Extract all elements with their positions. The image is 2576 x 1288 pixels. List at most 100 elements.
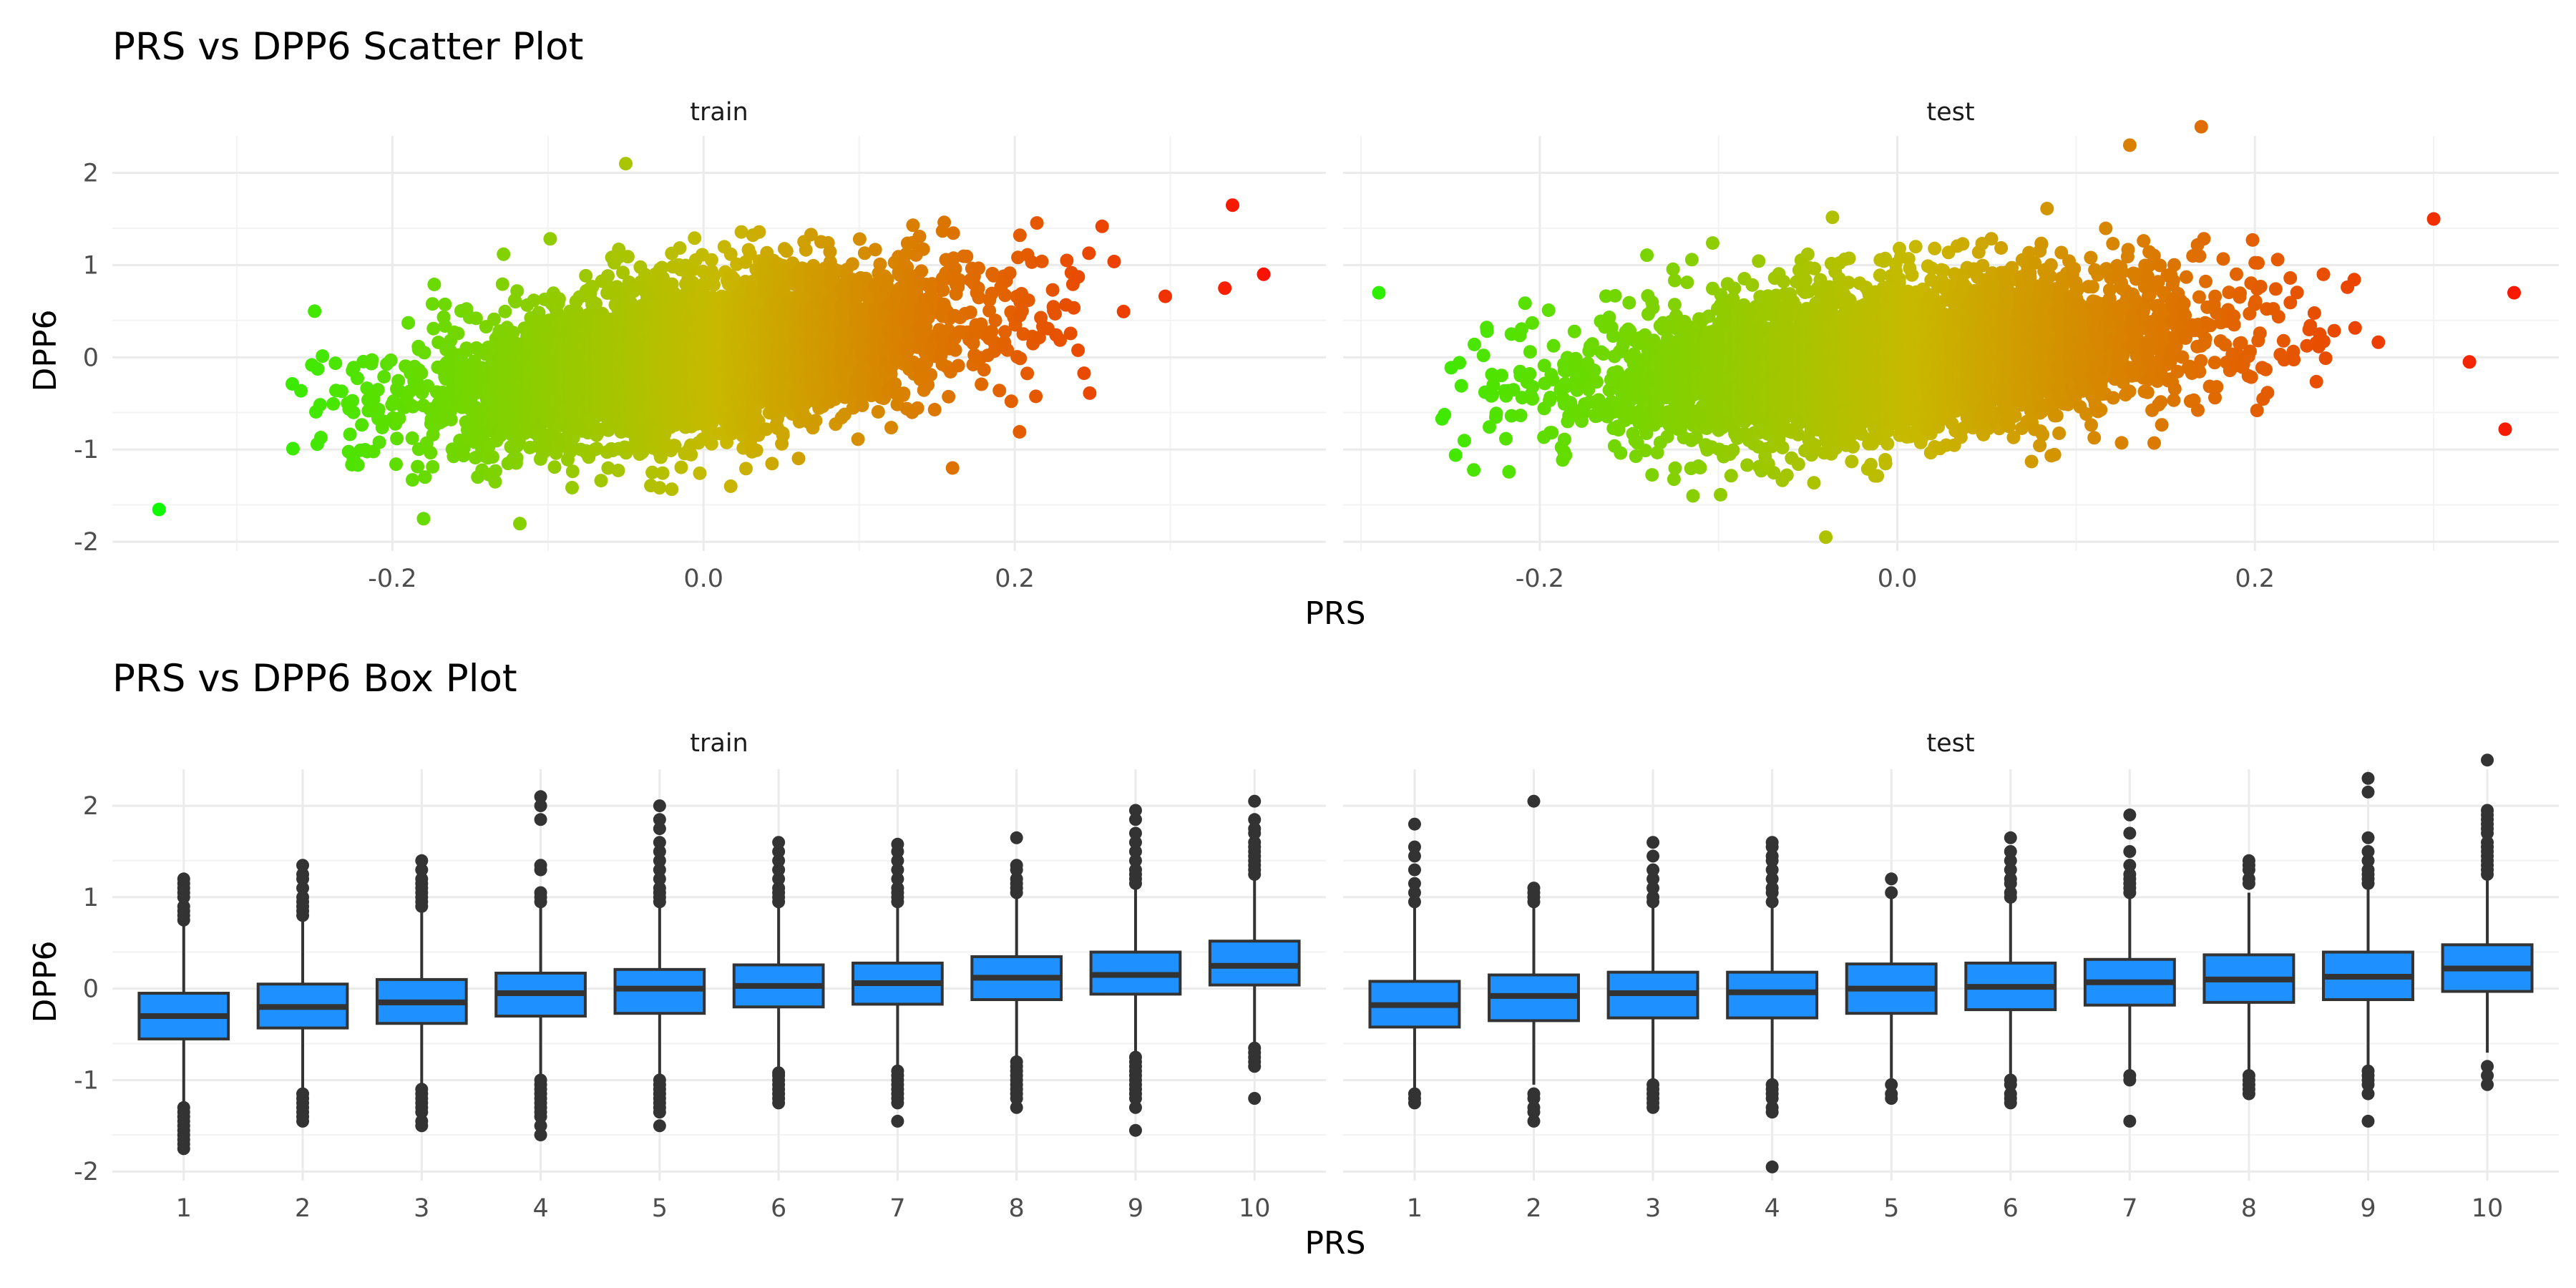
scatter-point — [565, 464, 580, 479]
scatter-point — [1523, 367, 1537, 381]
scatter-point — [645, 465, 660, 479]
scatter-point — [674, 460, 688, 474]
scatter-point — [355, 418, 369, 432]
scatter-point — [152, 502, 166, 517]
scatter-point — [485, 450, 499, 464]
scatter-point — [653, 450, 668, 464]
scatter-point — [1476, 348, 1491, 363]
scatter-point — [673, 241, 687, 255]
scatter-point — [871, 405, 885, 419]
scatter-point — [1020, 366, 1035, 381]
scatter-point — [873, 257, 887, 271]
scatter-point — [488, 464, 502, 478]
scatter-point — [1095, 219, 1109, 233]
scatter-point — [527, 293, 541, 308]
scatter-point — [508, 295, 522, 309]
scatter-point — [688, 231, 702, 245]
scatter-point — [1158, 289, 1172, 303]
scatter-point — [1067, 301, 1081, 315]
scatter-point — [1257, 267, 1271, 281]
scatter-point — [579, 268, 593, 283]
scatter-point — [1714, 487, 1727, 502]
scatter-point — [313, 431, 328, 444]
scatter-point — [752, 225, 766, 239]
scatter-point — [852, 232, 867, 246]
scatter-point — [487, 312, 501, 326]
scatter-point — [1013, 351, 1028, 366]
scatter-point — [963, 306, 977, 319]
scatter-point — [611, 464, 625, 477]
scatter-facet-label-train: train — [690, 98, 748, 127]
scatter-point — [427, 278, 441, 291]
scatter-point — [391, 374, 406, 388]
scatter-point — [418, 470, 432, 484]
scatter-point — [627, 284, 640, 298]
scatter-point — [308, 304, 322, 318]
scatter-point — [924, 368, 938, 382]
scatter-point — [912, 230, 927, 243]
scatter-point — [390, 431, 404, 446]
scatter-point — [1480, 324, 1494, 338]
scatter-point — [1567, 324, 1581, 338]
scatter-point — [444, 412, 458, 426]
scatter-point — [1029, 389, 1043, 404]
scatter-point — [636, 444, 650, 458]
scatter-point — [1438, 408, 1452, 421]
scatter-point — [665, 482, 679, 497]
scatter-point — [1638, 444, 1652, 458]
scatter-point — [286, 441, 300, 456]
scatter-point — [316, 349, 330, 364]
scatter-point — [765, 457, 779, 471]
scatter-point — [1668, 273, 1682, 288]
scatter-point — [960, 249, 974, 263]
scatter-point — [565, 481, 579, 494]
scatter-point — [945, 461, 960, 475]
scatter-point — [594, 474, 608, 488]
scatter-point — [723, 479, 738, 493]
scatter-point — [653, 481, 667, 495]
scatter-point — [1045, 283, 1060, 297]
scatter-point — [401, 316, 416, 330]
scatter-plot-title: PRS vs DPP6 Scatter Plot — [112, 25, 583, 69]
scatter-point — [405, 431, 419, 445]
scatter-point — [937, 215, 952, 230]
scatter-point — [426, 459, 440, 474]
scatter-point — [998, 288, 1013, 303]
scatter-point — [1048, 307, 1062, 321]
scatter-point — [910, 401, 924, 415]
scatter-point — [351, 458, 365, 472]
scatter-point — [884, 421, 898, 435]
scatter-point — [791, 452, 806, 466]
scatter-point — [868, 243, 882, 257]
scatter-point — [543, 232, 557, 246]
scatter-point — [988, 313, 1002, 328]
scatter-point — [1513, 409, 1528, 423]
scatter-point — [294, 384, 308, 398]
x-tick-label: 0.0 — [683, 565, 723, 593]
x-tick-label: -0.2 — [1516, 565, 1564, 593]
x-tick-label: 0.2 — [2235, 565, 2275, 593]
scatter-point — [1107, 255, 1121, 268]
scatter-point — [1558, 448, 1573, 462]
scatter-point — [655, 260, 669, 275]
scatter-point — [411, 459, 425, 474]
scatter-point — [1706, 236, 1719, 250]
scatter-point — [426, 321, 441, 336]
scatter-point — [1457, 434, 1471, 448]
scatter-point — [1468, 337, 1481, 351]
scatter-point — [655, 466, 670, 480]
scatter-point — [509, 451, 524, 465]
scatter-point — [1453, 356, 1467, 370]
scatter-point — [1680, 275, 1694, 290]
scatter-point — [946, 226, 960, 240]
scatter-point — [1726, 443, 1740, 457]
scatter-point — [377, 370, 391, 384]
scatter-point — [1082, 246, 1096, 260]
scatter-point — [414, 366, 429, 380]
scatter-point — [425, 297, 439, 311]
scatter-point — [488, 474, 502, 489]
scatter-point — [1589, 375, 1604, 389]
scatter-point — [1372, 286, 1386, 300]
scatter-point — [914, 264, 929, 278]
scatter-point — [616, 265, 630, 280]
